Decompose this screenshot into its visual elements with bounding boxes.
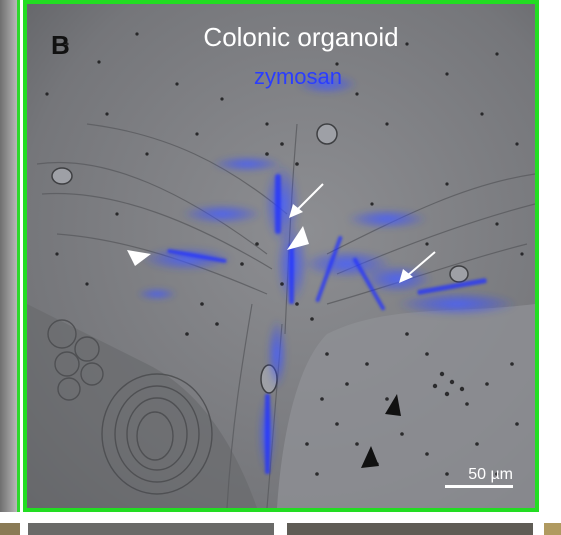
panel-title: Colonic organoid xyxy=(203,22,399,52)
stain-label: zymosan xyxy=(253,64,343,89)
black-arrowhead-marker xyxy=(361,446,379,468)
white-arrow-head xyxy=(399,269,413,283)
adjacent-panel-f-edge xyxy=(544,523,561,535)
scale-bar-label: 50 µm xyxy=(468,466,513,483)
white-arrow-head xyxy=(289,204,303,218)
microscopy-panel-b: B Colonic organoid zymosan 50 µm xyxy=(23,0,539,512)
particles xyxy=(45,32,524,476)
black-arrowhead-marker xyxy=(385,394,401,416)
white-arrowhead-marker xyxy=(127,250,151,266)
scale-bar xyxy=(445,485,513,488)
adjacent-panel-a-edge xyxy=(0,0,20,512)
white-arrowhead-marker xyxy=(287,226,309,250)
microscopy-image xyxy=(27,4,535,508)
adjacent-panel-e-edge xyxy=(287,523,533,535)
panel-label: B xyxy=(51,30,70,60)
adjacent-panel-d-edge xyxy=(28,523,274,535)
crypt-structure xyxy=(47,319,213,495)
annotation-arrows xyxy=(127,183,436,468)
adjacent-panel-c-edge xyxy=(0,523,20,535)
